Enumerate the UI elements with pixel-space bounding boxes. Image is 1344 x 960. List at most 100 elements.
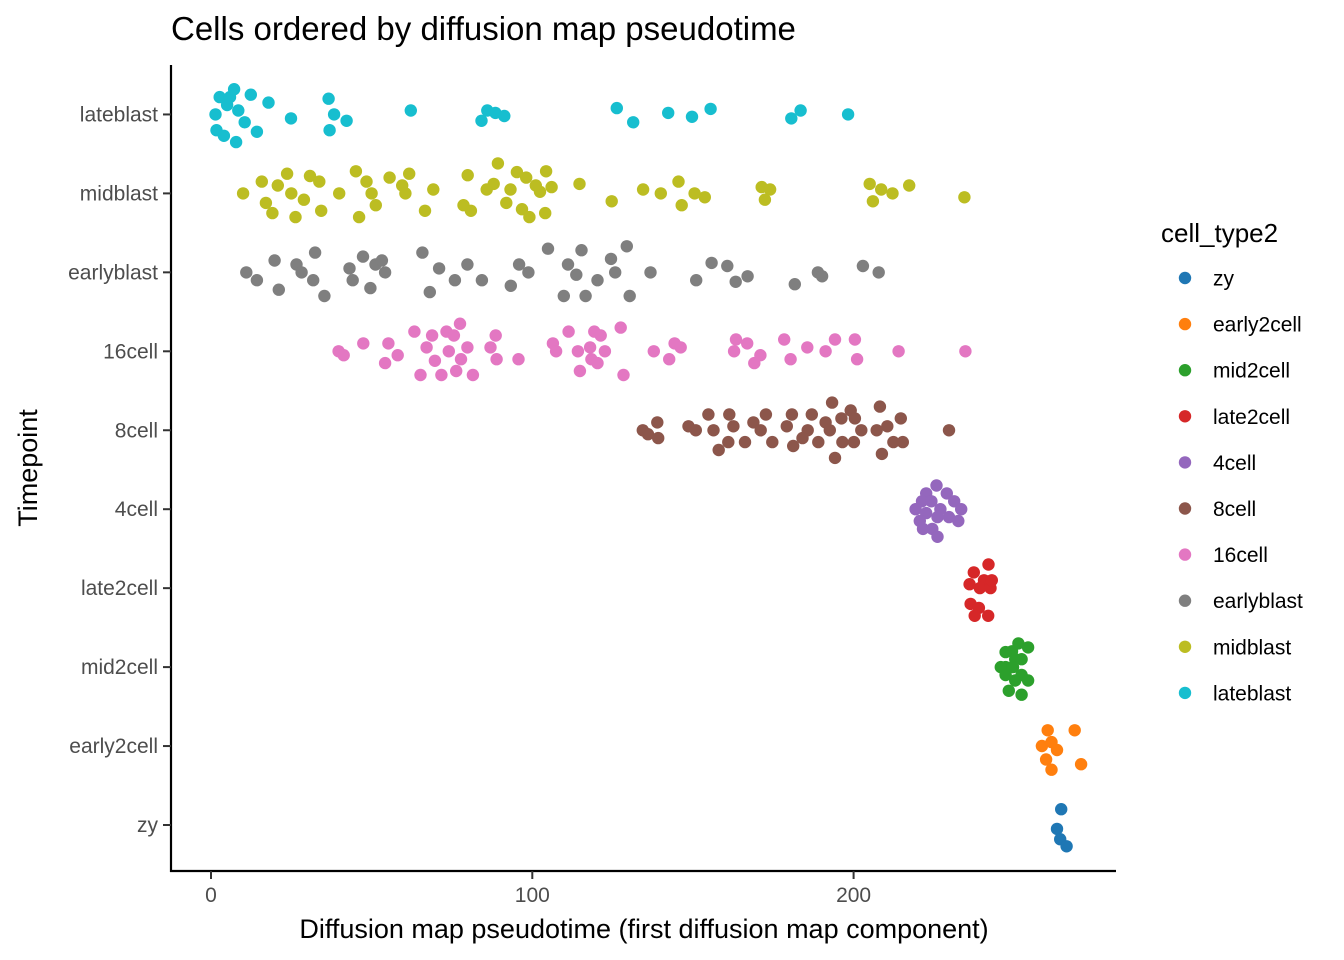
- point-late2cell-9: [982, 609, 995, 622]
- point-16cell-21: [489, 329, 502, 342]
- point-16cell-8: [420, 341, 433, 354]
- point-early2cell-7: [1045, 763, 1058, 776]
- point-midblast-22: [418, 204, 432, 217]
- point-earlyblast-34: [620, 240, 633, 253]
- point-8cell-38: [887, 435, 900, 449]
- point-lateblast-25: [662, 106, 675, 120]
- point-mid2cell-8: [1006, 660, 1020, 674]
- point-earlyblast-5: [295, 266, 308, 279]
- point-8cell-33: [855, 424, 868, 437]
- point-earlyblast-33: [609, 266, 622, 279]
- point-8cell-3: [652, 431, 665, 445]
- y-tick-label-midblast: midblast: [80, 182, 158, 205]
- point-midblast-35: [523, 210, 536, 224]
- y-ticks: zy early2cell mid2cell late2cell 4cell 8cell 1…: [68, 103, 171, 837]
- y-tick-label-earlyblast: earlyblast: [68, 261, 158, 284]
- point-midblast-6: [285, 187, 298, 200]
- point-lateblast-18: [404, 104, 417, 117]
- point-mid2cell-2: [1021, 641, 1035, 654]
- legend-label-midblast: midblast: [1213, 636, 1291, 659]
- x-tick-label-0: 0: [205, 884, 217, 907]
- point-midblast-40: [545, 180, 558, 194]
- point-mid2cell-10: [1009, 674, 1022, 687]
- point-midblast-44: [654, 187, 667, 200]
- point-mid2cell-11: [1021, 674, 1035, 687]
- point-earlyblast-39: [721, 259, 734, 273]
- point-midblast-48: [698, 191, 711, 204]
- point-8cell-13: [747, 416, 760, 429]
- legend-key-earlyblast: [1178, 594, 1192, 607]
- point-midblast-45: [672, 175, 685, 188]
- point-earlyblast-28: [570, 268, 583, 281]
- point-lateblast-23: [610, 101, 623, 115]
- point-lateblast-28: [785, 112, 798, 125]
- point-8cell-18: [785, 408, 799, 421]
- point-mid2cell-6: [1015, 653, 1028, 666]
- point-earlyblast-11: [356, 250, 370, 263]
- point-16cell-40: [674, 341, 687, 354]
- point-lateblast-1: [213, 90, 226, 104]
- point-earlyblast-3: [272, 283, 285, 296]
- point-early2cell-4: [1050, 743, 1064, 757]
- point-8cell-10: [727, 420, 740, 433]
- point-midblast-20: [399, 187, 412, 200]
- point-midblast-30: [500, 196, 513, 210]
- point-16cell-52: [850, 353, 864, 366]
- point-lateblast-17: [340, 114, 353, 128]
- point-16cell-13: [442, 345, 455, 358]
- point-16cell-38: [663, 353, 676, 366]
- point-8cell-2: [641, 428, 655, 441]
- point-midblast-18: [383, 171, 396, 184]
- y-tick-label-late2cell: late2cell: [81, 577, 158, 600]
- point-8cell-31: [848, 412, 862, 425]
- point-midblast-38: [539, 206, 552, 220]
- point-midblast-14: [352, 210, 366, 224]
- point-8cell-35: [873, 400, 887, 413]
- legend-label-mid2cell: mid2cell: [1213, 360, 1290, 383]
- point-8cell-21: [796, 431, 809, 445]
- point-8cell-36: [875, 447, 889, 461]
- point-midblast-28: [487, 177, 500, 191]
- point-late2cell-1: [967, 566, 980, 579]
- point-8cell-29: [836, 435, 849, 449]
- point-earlyblast-27: [561, 258, 575, 271]
- point-mid2cell-3: [999, 645, 1012, 659]
- point-8cell-40: [896, 435, 909, 449]
- legend: cell_type2 zy early2cell mid2cell late2cell…: [1161, 218, 1303, 705]
- point-midblast-31: [504, 183, 517, 196]
- point-16cell-15: [453, 317, 467, 330]
- legend-key-late2cell: [1178, 410, 1192, 423]
- legend-label-late2cell: late2cell: [1213, 406, 1290, 429]
- point-midblast-46: [675, 199, 688, 212]
- point-earlyblast-12: [364, 281, 377, 295]
- point-lateblast-15: [323, 124, 336, 137]
- legend-label-early2cell: early2cell: [1213, 314, 1302, 337]
- point-16cell-25: [549, 345, 563, 358]
- point-16cell-48: [801, 341, 814, 354]
- point-16cell-27: [571, 345, 585, 358]
- point-midblast-15: [360, 175, 373, 188]
- point-midblast-5: [280, 167, 294, 180]
- point-16cell-18: [461, 341, 474, 354]
- point-midblast-16: [365, 187, 378, 200]
- point-earlyblast-16: [416, 246, 429, 259]
- point-earlyblast-35: [623, 289, 636, 303]
- point-8cell-14: [754, 424, 767, 437]
- y-tick-label-mid2cell: mid2cell: [81, 656, 158, 679]
- point-midblast-41: [573, 177, 586, 191]
- point-8cell-1: [651, 416, 664, 429]
- point-lateblast-16: [327, 108, 341, 121]
- legend-key-mid2cell: [1178, 364, 1192, 377]
- point-midblast-52: [863, 177, 876, 191]
- point-16cell-45: [754, 349, 767, 362]
- point-8cell-5: [689, 424, 702, 437]
- y-tick-label-4cell: 4cell: [115, 498, 158, 521]
- point-lateblast-7: [229, 135, 243, 149]
- point-4cell-13: [952, 514, 965, 528]
- point-4cell-15: [916, 522, 930, 536]
- point-midblast-24: [461, 169, 474, 182]
- point-16cell-33: [594, 329, 607, 342]
- point-earlyblast-32: [604, 252, 618, 266]
- series-8cell: [636, 396, 956, 465]
- point-lateblast-3: [217, 129, 231, 142]
